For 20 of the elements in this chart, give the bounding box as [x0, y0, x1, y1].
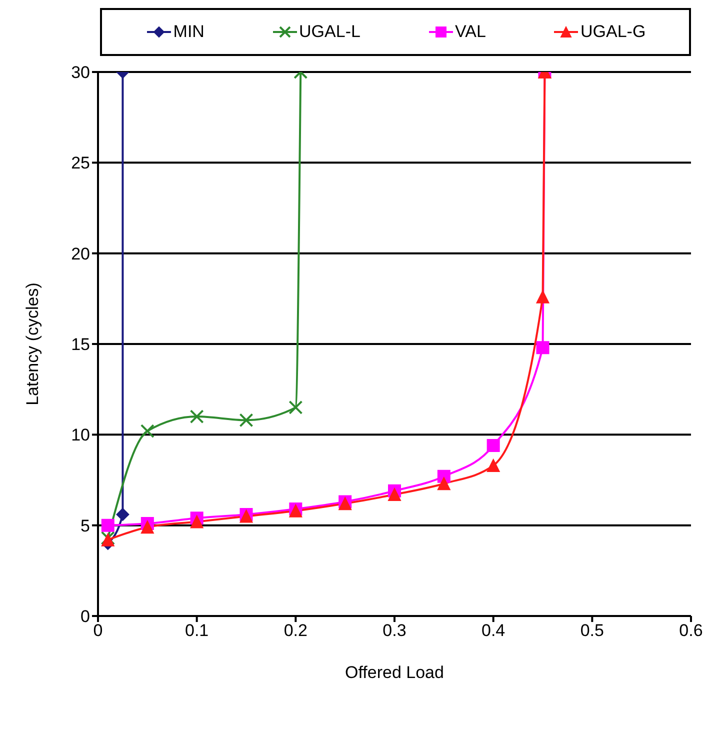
x-tick-label: 0.2 — [284, 621, 308, 640]
y-tick-label: 5 — [80, 516, 90, 536]
legend-label: UGAL-G — [580, 22, 646, 42]
x-tick-label: 0.5 — [580, 621, 604, 640]
y-tick-label: 20 — [71, 244, 90, 264]
x-tick-label: 0.1 — [185, 621, 209, 640]
y-tick-label: 0 — [80, 607, 90, 626]
x-tick-label: 0.4 — [482, 621, 506, 640]
legend-label: MIN — [173, 22, 204, 42]
y-tick-label: 25 — [71, 154, 90, 173]
legend-label: UGAL-L — [299, 22, 360, 42]
x-tick-label: 0.6 — [679, 621, 703, 640]
x-tick-label: 0.3 — [382, 621, 406, 640]
y-tick-label: 30 — [71, 63, 90, 82]
y-axis-title: Latency (cycles) — [23, 282, 42, 406]
y-tick-label: 15 — [71, 335, 90, 354]
x-axis-title: Offered Load — [345, 663, 444, 682]
legend-label: VAL — [455, 22, 486, 42]
x-tick-label: 0 — [93, 621, 103, 640]
y-tick-label: 10 — [71, 426, 90, 445]
